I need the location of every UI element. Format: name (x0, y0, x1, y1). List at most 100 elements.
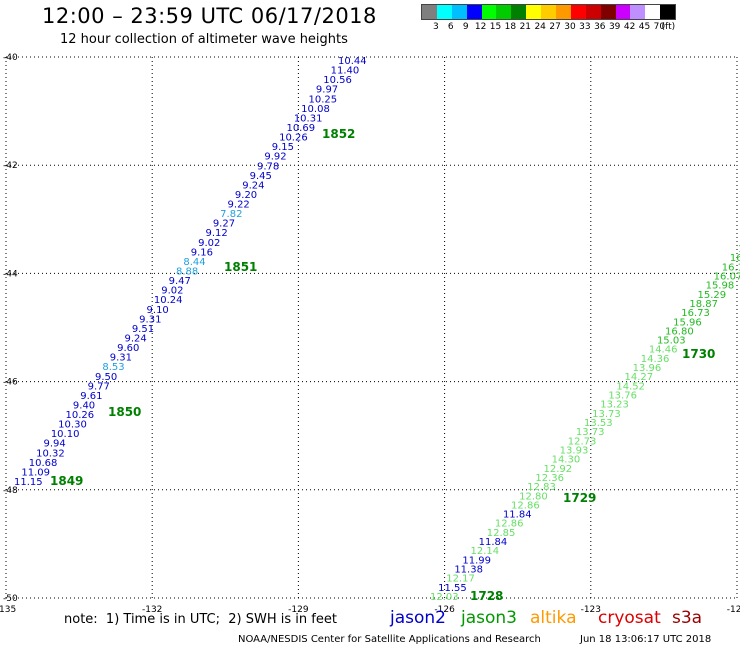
wave-height-label: 12.83 (527, 482, 556, 493)
wave-height-label: 15.29 (697, 290, 726, 301)
wave-height-label: 12.14 (471, 546, 500, 557)
color-legend: 3 6 9 12 15 18 21 24 27 30 33 36 39 42 45 70 (ft) (421, 4, 677, 34)
legend-label: 18 (504, 22, 517, 32)
legend-swatch (481, 5, 497, 19)
legend-label: 36 (594, 22, 606, 32)
wave-height-label: 10.30 (58, 420, 87, 431)
wave-height-label: 10.26 (279, 133, 308, 144)
wave-height-label: 9.15 (272, 142, 294, 153)
time-stamp-label: 1852 (322, 127, 355, 141)
wave-height-label: 10.69 (286, 123, 315, 134)
wave-height-label: 9.02 (161, 286, 183, 297)
wave-height-label: 11.55 (438, 583, 467, 594)
wave-height-label: 10.10 (51, 429, 80, 440)
legend-swatch (422, 5, 437, 19)
wave-height-label: 10.32 (36, 448, 65, 459)
wave-height-label: 9.45 (250, 171, 272, 182)
lon-tick-label: -120 (727, 605, 740, 615)
legend-label: 33 (579, 22, 591, 32)
wave-height-label: 9.31 (110, 353, 132, 364)
wave-height-label: 13.73 (592, 409, 621, 420)
wave-height-label: 12.73 (568, 436, 597, 447)
track-jason2: 11.1511.0910.6810.329.9410.1010.3010.269… (14, 56, 367, 488)
wave-height-label: 12.80 (519, 491, 548, 502)
wave-height-label: 14.30 (552, 455, 581, 466)
legend-label: 15 (489, 22, 502, 32)
lat-tick-label: -48 (3, 486, 18, 496)
wave-height-label: 9.47 (169, 276, 191, 287)
wave-height-label: 11.38 (454, 565, 483, 576)
wave-height-label: 9.51 (132, 324, 154, 335)
legend-swatch (556, 5, 571, 19)
time-stamp-label: 1728 (470, 589, 503, 603)
wave-height-label: 11.40 (331, 66, 360, 77)
lon-tick-label: -123 (581, 605, 601, 615)
wave-height-label: 12.86 (511, 500, 540, 511)
wave-height-label: 10.31 (294, 113, 323, 124)
time-stamp-label: 1851 (224, 260, 257, 274)
wave-height-label: 10.68 (29, 458, 58, 469)
lon-tick-label: -126 (434, 605, 455, 615)
satellite-jason2: jason2 (390, 608, 446, 628)
wave-height-label: 13.73 (576, 427, 605, 438)
tick-labels-layer: -135 -132 -129 -126 -123 -120 -40 -42 -44 -46 -48 -… (0, 53, 740, 615)
wave-height-label: 13.23 (600, 400, 629, 411)
legend-label: 9 (462, 22, 469, 32)
legend-label: 45 (638, 22, 651, 32)
legend-swatch (526, 5, 542, 19)
lon-tick-label: -132 (142, 605, 162, 615)
wave-height-label: 14.27 (625, 372, 654, 383)
satellite-s3a: s3a (672, 608, 703, 628)
wave-height-label: 9.24 (124, 333, 146, 344)
wave-height-label: 9.94 (43, 439, 65, 450)
satellite-cryosat: cryosat (598, 608, 661, 628)
wave-height-label: 13.93 (560, 445, 589, 456)
legend-label: 30 (564, 22, 576, 32)
wave-height-label: 10.56 (323, 75, 352, 86)
wave-height-label: 16.73 (681, 308, 710, 319)
wave-height-label: 14.36 (641, 354, 670, 365)
legend-swatch (511, 5, 527, 19)
time-stamp-label: 1730 (682, 347, 715, 361)
wave-height-label: 12.36 (535, 473, 564, 484)
time-stamp-label: 1729 (563, 491, 596, 505)
legend-swatch (600, 5, 616, 19)
time-stamp-label: 1850 (108, 405, 141, 419)
legend-label: 39 (608, 22, 621, 32)
legend-label: 70 (653, 22, 666, 32)
legend-swatch (570, 5, 586, 19)
wave-height-label: 15.03 (657, 336, 686, 347)
wave-height-label: 16.3 (730, 253, 740, 264)
wave-height-label: 16.80 (665, 326, 694, 337)
wave-height-label: 15.98 (706, 281, 735, 292)
wave-height-label: 9.10 (147, 305, 169, 316)
legend-swatch (466, 5, 482, 19)
wave-height-label: 9.40 (73, 400, 95, 411)
wave-height-label: 8.44 (183, 257, 205, 268)
wave-height-label: 11.84 (503, 510, 532, 521)
wave-height-label: 11.09 (21, 467, 50, 478)
wave-height-label: 9.16 (191, 247, 213, 258)
legend-swatch (645, 5, 661, 19)
wave-height-label: 9.20 (235, 190, 257, 201)
legend-swatch (630, 5, 646, 19)
wave-height-label: 16.07 (714, 271, 740, 282)
wave-height-label: 13.96 (633, 363, 662, 374)
wave-height-label: 9.02 (198, 238, 220, 249)
lon-tick-label: -135 (0, 605, 16, 615)
lat-tick-label: -40 (3, 53, 18, 63)
legend-swatch (436, 5, 452, 19)
time-stamp-label: 1849 (50, 474, 83, 488)
wave-height-label: 14.46 (649, 345, 678, 356)
track-jason3: 12.0311.5512.1711.3811.9912.1411.8412.85… (430, 244, 740, 603)
legend-label: 12 (474, 22, 487, 32)
legend-label: (ft) (661, 22, 676, 32)
wave-height-label: 8.53 (102, 362, 124, 373)
wave-height-label: 9.12 (205, 228, 227, 239)
wave-height-label: 10.25 (309, 94, 338, 105)
wave-height-label: 7.82 (220, 209, 242, 220)
wave-height-label: 12.92 (543, 464, 572, 475)
wave-height-label: 9.60 (117, 343, 139, 354)
wave-height-label: 10.24 (154, 295, 183, 306)
